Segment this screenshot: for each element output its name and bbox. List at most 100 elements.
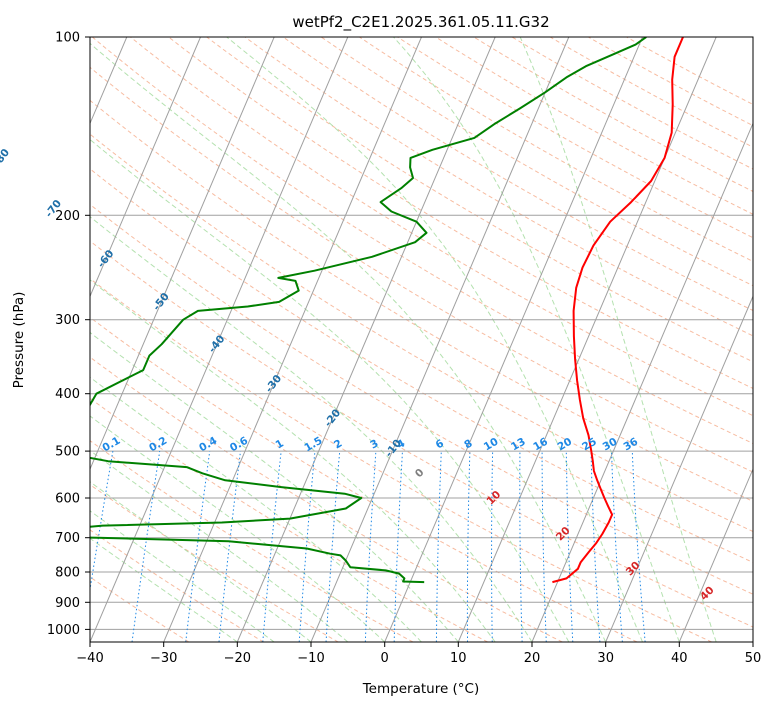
mixing-ratio-label: 3: [368, 437, 380, 451]
y-tick-label: 500: [55, 445, 80, 460]
dry-adiabat: [90, 66, 753, 473]
isotherm: [90, 37, 275, 471]
dry-adiabat: [90, 316, 638, 642]
moist-adiabat: [90, 216, 533, 642]
isotherm: [90, 37, 201, 298]
isotherm-label: -60: [95, 248, 116, 270]
dry-adiabat: [588, 37, 753, 127]
mixing-ratio-line: [466, 451, 471, 642]
x-tick-label: −10: [297, 651, 324, 666]
isotherm: [236, 37, 496, 642]
adiabat-label: 10: [484, 489, 503, 508]
y-tick-label: 800: [55, 566, 80, 581]
dry-adiabat: [511, 37, 753, 170]
dry-adiabat: [90, 483, 339, 642]
dry-adiabat: [90, 99, 753, 502]
y-tick-label: 400: [55, 387, 80, 402]
moist-adiabat: [90, 415, 386, 642]
adiabat-label: 40: [698, 584, 717, 603]
dry-adiabat: [168, 37, 753, 389]
isotherm: [531, 122, 753, 642]
dry-adiabat: [320, 37, 753, 287]
moist-adiabat: [519, 37, 717, 642]
moist-adiabat: [90, 376, 422, 642]
x-tick-label: 10: [450, 651, 467, 666]
isotherm: [457, 37, 717, 642]
isotherm-label: -50: [151, 291, 172, 313]
dry-adiabat: [549, 37, 753, 148]
isotherm: [90, 37, 349, 642]
x-tick-label: 40: [671, 651, 688, 666]
dry-adiabat: [206, 37, 753, 363]
x-tick-label: −40: [76, 651, 103, 666]
temperature-line: [552, 37, 684, 584]
moist-adiabat: [90, 481, 312, 642]
isotherm: [678, 467, 753, 642]
y-tick-label: 700: [55, 531, 80, 546]
mixing-ratio-line: [631, 451, 646, 642]
moist-adiabat: [90, 449, 349, 642]
y-tick-label: 200: [55, 209, 80, 224]
x-tick-label: −30: [150, 651, 177, 666]
mixing-ratio-label: 6: [434, 437, 446, 451]
mixing-ratio-line: [565, 451, 574, 642]
isotherm: [605, 295, 753, 642]
mixing-ratio-line: [519, 451, 523, 642]
x-axis: −40 −30 −20 −10 0 10 20 30 40 50: [76, 642, 761, 666]
x-tick-label: 0: [381, 651, 389, 666]
moist-adiabat: [90, 279, 496, 642]
moist-adiabat: [90, 537, 238, 642]
mixing-ratio-line: [185, 451, 211, 642]
dry-adiabat: [282, 37, 753, 312]
y-tick-label: 100: [55, 31, 80, 46]
dry-adiabat: [130, 37, 753, 417]
mixing-ratio-line: [131, 451, 161, 642]
y-tick-label: 600: [55, 492, 80, 507]
mixing-ratio-line: [491, 451, 494, 642]
mixing-ratio-line: [393, 451, 403, 642]
isotherm-label: -30: [263, 373, 284, 395]
y-axis-label: Pressure (hPa): [11, 292, 27, 389]
moist-adiabat: [90, 138, 570, 642]
dry-adiabat: [90, 529, 264, 642]
isotherm-label: -20: [322, 407, 343, 429]
mixing-ratio-line: [435, 451, 442, 642]
moist-adiabat: [90, 42, 607, 642]
dry-adiabat: [90, 168, 753, 563]
plot-frame: [89, 36, 754, 643]
isotherm: [752, 640, 753, 642]
moist-adiabat: [226, 37, 643, 642]
x-tick-label: 20: [524, 651, 541, 666]
dry-adiabat: [90, 397, 488, 642]
moist-adiabat: [90, 510, 275, 642]
y-axis: 100 200 300 400 500 600 700 800 900 1000: [47, 31, 90, 638]
mixing-ratio-line: [218, 451, 241, 642]
dry-adiabat: [90, 440, 414, 642]
adiabat-label: 0: [413, 466, 427, 480]
dewpoint-line: [90, 37, 647, 584]
dry-adiabat: [90, 576, 190, 642]
isotherm: [384, 37, 643, 642]
isotherm-label: -80: [0, 147, 12, 169]
mixing-ratio-line: [90, 451, 114, 593]
reference-curve: [0, 37, 2, 642]
moist-adiabat: [393, 37, 680, 642]
isotherm-label: -40: [206, 333, 227, 355]
dry-adiabat: [91, 37, 753, 445]
y-tick-label: 300: [55, 313, 80, 328]
x-tick-label: 30: [597, 651, 614, 666]
background-lines: [0, 37, 753, 642]
dry-adiabat: [244, 37, 753, 337]
mixing-ratio-line: [262, 451, 282, 642]
y-tick-label: 1000: [47, 623, 80, 638]
dry-adiabat: [90, 133, 753, 533]
x-tick-label: −20: [224, 651, 251, 666]
isotherm: [163, 37, 422, 642]
profile-lines: [90, 37, 684, 584]
isotherm: [310, 37, 570, 642]
chart-title: wetPf2_C2E1.2025.361.05.11.G32: [292, 13, 549, 32]
mixing-ratio-line: [298, 451, 316, 642]
y-tick-label: 900: [55, 596, 80, 611]
moist-adiabat: [90, 331, 459, 642]
